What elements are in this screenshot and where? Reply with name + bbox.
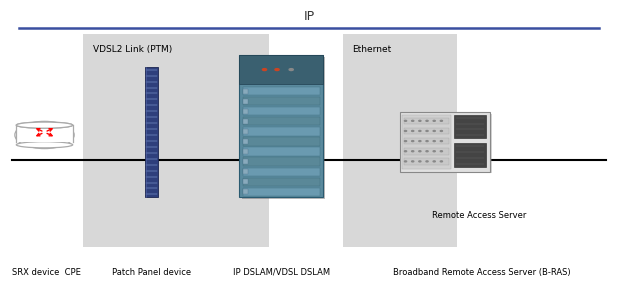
Circle shape xyxy=(433,130,435,131)
Bar xyxy=(404,158,449,165)
Text: SRX device  CPE: SRX device CPE xyxy=(12,268,81,277)
Circle shape xyxy=(419,141,421,142)
Bar xyxy=(403,114,492,173)
Circle shape xyxy=(419,151,421,152)
Bar xyxy=(454,143,486,167)
Ellipse shape xyxy=(16,122,73,128)
Bar xyxy=(243,107,320,115)
Text: IP DSLAM/VDSL DSLAM: IP DSLAM/VDSL DSLAM xyxy=(232,268,330,277)
Bar xyxy=(242,57,325,199)
Circle shape xyxy=(263,69,266,70)
Circle shape xyxy=(426,161,428,162)
Bar xyxy=(243,188,320,196)
Bar xyxy=(243,169,248,174)
Bar xyxy=(243,137,320,146)
Bar xyxy=(243,159,248,164)
Circle shape xyxy=(412,130,414,131)
Bar xyxy=(243,189,248,194)
Bar xyxy=(16,125,73,142)
Text: VDSL2 Link (PTM): VDSL2 Link (PTM) xyxy=(93,45,172,55)
Circle shape xyxy=(440,161,442,162)
Text: Ethernet: Ethernet xyxy=(352,45,392,55)
Bar xyxy=(343,34,457,247)
Text: Broadband Remote Access Server (B-RAS): Broadband Remote Access Server (B-RAS) xyxy=(393,268,571,277)
Circle shape xyxy=(419,130,421,131)
Circle shape xyxy=(426,151,428,152)
Circle shape xyxy=(426,141,428,142)
Circle shape xyxy=(440,141,442,142)
Circle shape xyxy=(433,120,435,121)
Circle shape xyxy=(440,120,442,121)
Circle shape xyxy=(275,69,279,70)
Bar xyxy=(243,168,320,176)
Circle shape xyxy=(289,69,294,70)
Bar xyxy=(243,117,320,126)
Circle shape xyxy=(412,141,414,142)
Ellipse shape xyxy=(16,122,73,128)
Bar xyxy=(404,118,449,124)
Bar xyxy=(400,112,489,172)
Circle shape xyxy=(440,130,442,131)
Circle shape xyxy=(404,120,407,121)
Circle shape xyxy=(412,161,414,162)
Text: Remote Access Server: Remote Access Server xyxy=(432,211,526,220)
Bar xyxy=(243,178,320,186)
Bar xyxy=(243,129,248,134)
Bar xyxy=(243,158,320,166)
Bar xyxy=(243,179,248,184)
Bar xyxy=(404,128,449,134)
Circle shape xyxy=(419,161,421,162)
Bar xyxy=(145,67,158,197)
Bar xyxy=(243,97,320,105)
Circle shape xyxy=(433,141,435,142)
Circle shape xyxy=(404,161,407,162)
Circle shape xyxy=(412,151,414,152)
Bar xyxy=(243,149,248,154)
Circle shape xyxy=(15,121,74,149)
Bar xyxy=(243,139,248,144)
Text: Patch Panel device: Patch Panel device xyxy=(112,268,191,277)
Bar xyxy=(243,119,248,124)
Circle shape xyxy=(404,141,407,142)
Bar xyxy=(243,87,320,95)
Bar xyxy=(243,109,248,114)
Circle shape xyxy=(426,130,428,131)
Bar xyxy=(402,115,451,169)
Text: IP: IP xyxy=(303,10,315,23)
Bar xyxy=(404,138,449,144)
Bar xyxy=(243,127,320,135)
Bar xyxy=(240,55,323,197)
Bar xyxy=(243,89,248,94)
Circle shape xyxy=(426,120,428,121)
Circle shape xyxy=(433,161,435,162)
Bar xyxy=(240,55,323,84)
Bar xyxy=(454,114,486,138)
Circle shape xyxy=(433,151,435,152)
Circle shape xyxy=(419,120,421,121)
Circle shape xyxy=(404,151,407,152)
Bar xyxy=(404,148,449,154)
Ellipse shape xyxy=(16,142,73,148)
Bar xyxy=(83,34,269,247)
Circle shape xyxy=(404,130,407,131)
Bar xyxy=(243,147,320,156)
Circle shape xyxy=(412,120,414,121)
Circle shape xyxy=(440,151,442,152)
Bar xyxy=(243,99,248,104)
